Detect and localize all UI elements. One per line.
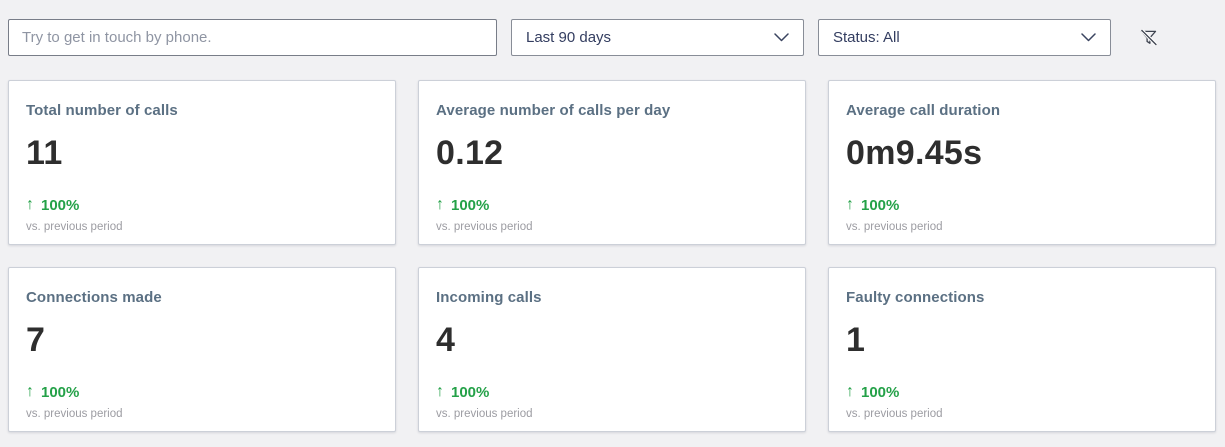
card-value: 7	[26, 321, 46, 359]
card-title: Average number of calls per day	[436, 102, 671, 119]
stats-grid: Total number of calls 11 ↑ 100% vs. prev…	[8, 80, 1217, 432]
trend-note: vs. previous period	[436, 408, 533, 420]
trend-value: 100%	[41, 196, 80, 214]
chevron-down-icon	[774, 33, 789, 42]
card-trend: ↑ 100%	[26, 196, 378, 214]
trend-note: vs. previous period	[436, 221, 533, 233]
trend-value: 100%	[41, 383, 80, 401]
card-trend: ↑ 100%	[846, 383, 1198, 401]
trend-value: 100%	[451, 196, 490, 214]
card-title: Total number of calls	[26, 102, 178, 119]
stat-card-avg-calls-per-day: Average number of calls per day 0.12 ↑ 1…	[418, 80, 806, 245]
trend-value: 100%	[861, 383, 900, 401]
card-value: 0.12	[436, 134, 504, 172]
filter-toolbar: Last 90 days Status: All	[0, 0, 1225, 56]
date-range-select[interactable]: Last 90 days	[511, 19, 804, 56]
card-trend: ↑ 100%	[846, 196, 1198, 214]
card-title: Connections made	[26, 289, 162, 306]
trend-note: vs. previous period	[26, 221, 123, 233]
card-title: Faulty connections	[846, 289, 985, 306]
clear-filters-button[interactable]	[1134, 23, 1163, 52]
card-trend: ↑ 100%	[436, 196, 788, 214]
stat-card-avg-call-duration: Average call duration 0m9.45s ↑ 100% vs.…	[828, 80, 1216, 245]
stat-card-connections-made: Connections made 7 ↑ 100% vs. previous p…	[8, 267, 396, 432]
card-value: 0m9.45s	[846, 134, 983, 172]
trend-value: 100%	[861, 196, 900, 214]
status-value: Status: All	[833, 29, 900, 46]
arrow-up-icon: ↑	[436, 383, 444, 400]
status-select[interactable]: Status: All	[818, 19, 1111, 56]
card-value: 11	[26, 134, 63, 172]
stat-card-total-calls: Total number of calls 11 ↑ 100% vs. prev…	[8, 80, 396, 245]
card-title: Average call duration	[846, 102, 1001, 119]
trend-note: vs. previous period	[846, 408, 943, 420]
arrow-up-icon: ↑	[26, 196, 34, 213]
arrow-up-icon: ↑	[846, 383, 854, 400]
trend-value: 100%	[451, 383, 490, 401]
trend-note: vs. previous period	[26, 408, 123, 420]
arrow-up-icon: ↑	[436, 196, 444, 213]
stat-card-incoming-calls: Incoming calls 4 ↑ 100% vs. previous per…	[418, 267, 806, 432]
arrow-up-icon: ↑	[26, 383, 34, 400]
card-trend: ↑ 100%	[436, 383, 788, 401]
chevron-down-icon	[1081, 33, 1096, 42]
filter-off-icon	[1140, 29, 1158, 46]
arrow-up-icon: ↑	[846, 196, 854, 213]
card-value: 4	[436, 321, 456, 359]
trend-note: vs. previous period	[846, 221, 943, 233]
date-range-value: Last 90 days	[526, 29, 612, 46]
card-value: 1	[846, 321, 866, 359]
card-title: Incoming calls	[436, 289, 542, 306]
search-input[interactable]	[8, 19, 497, 56]
card-trend: ↑ 100%	[26, 383, 378, 401]
stat-card-faulty-connections: Faulty connections 1 ↑ 100% vs. previous…	[828, 267, 1216, 432]
